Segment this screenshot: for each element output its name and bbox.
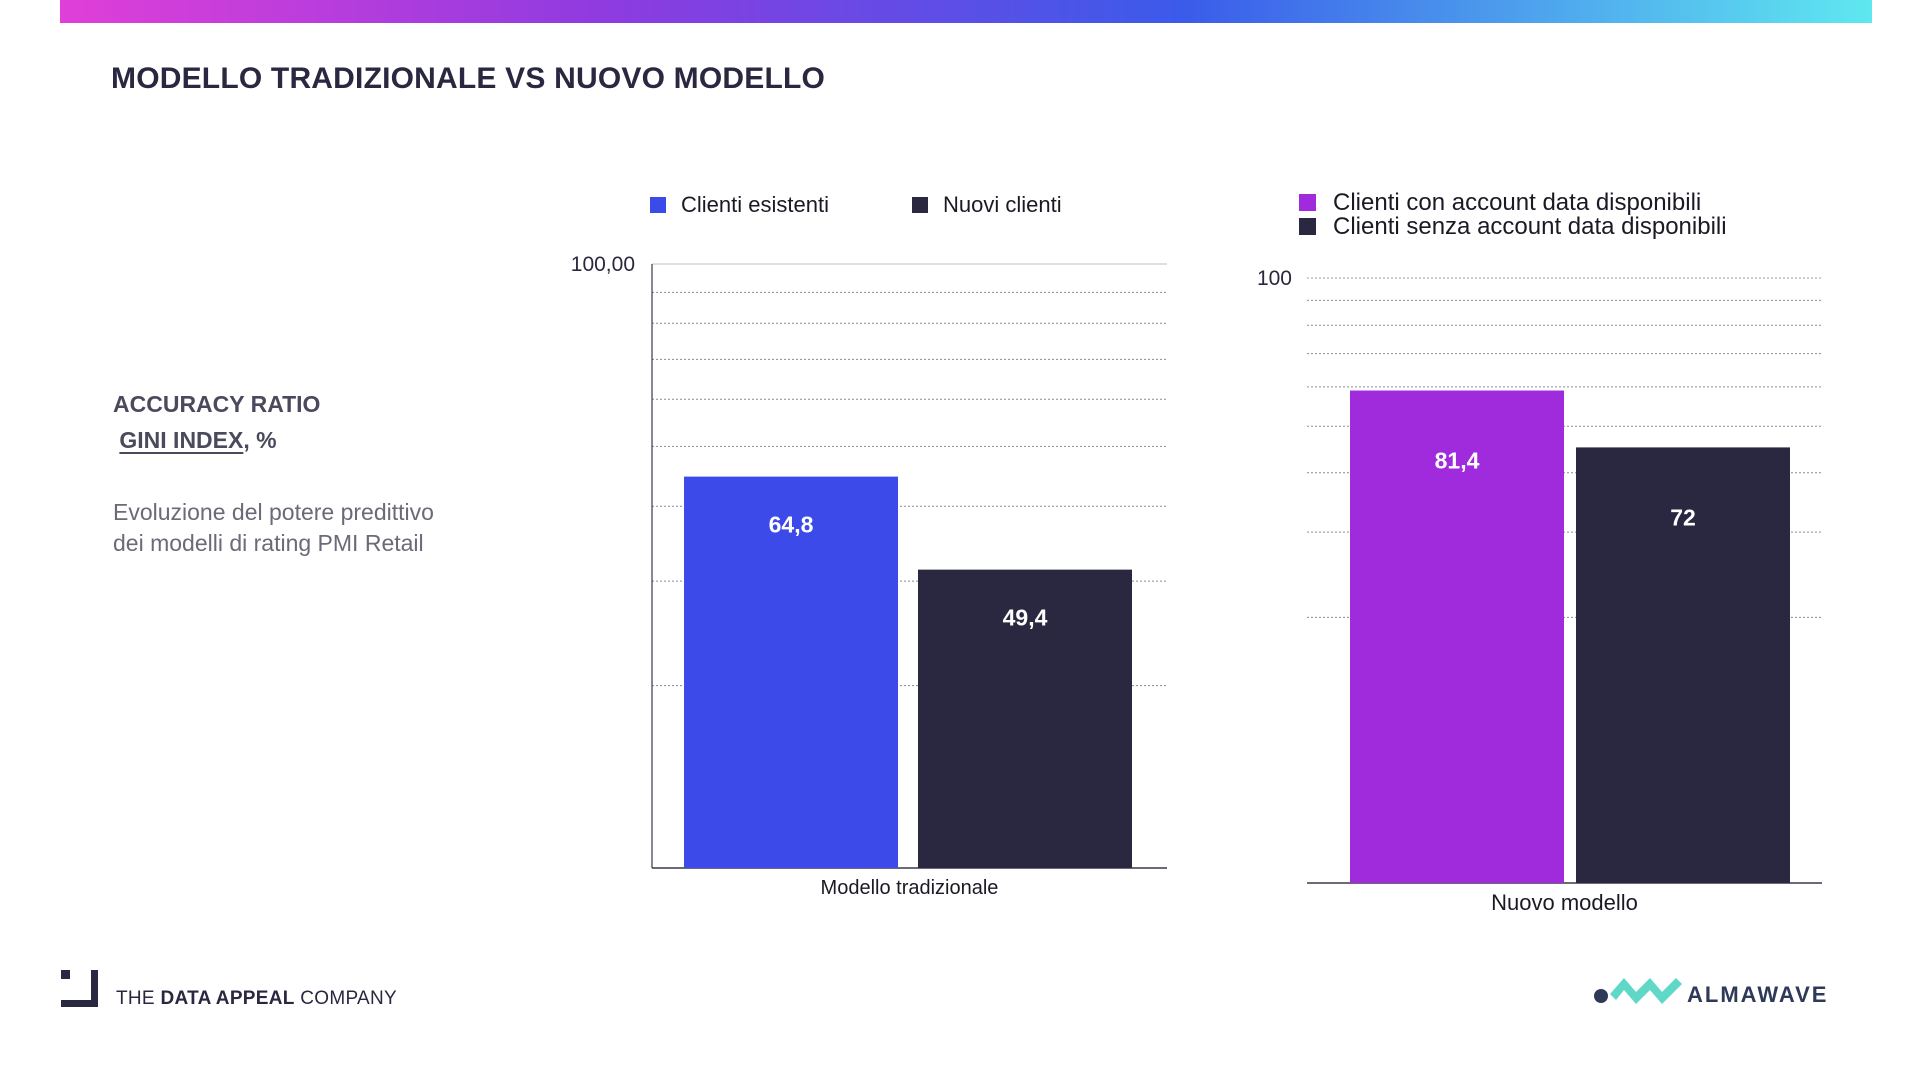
- data-appeal-logo-icon: [61, 970, 98, 1007]
- bar-value-label: 72: [1670, 504, 1696, 530]
- brand-left-post: COMPANY: [294, 988, 398, 1009]
- legend-swatch: [912, 197, 928, 213]
- legend-swatch: [650, 197, 666, 213]
- gini-index-label: GINI INDEX: [119, 427, 244, 453]
- bar-traditional-1: [684, 476, 898, 868]
- metric-title: ACCURACY RATIO: [113, 391, 321, 417]
- bar-value-label: 49,4: [1003, 605, 1048, 631]
- top-gradient-bar: [60, 0, 1872, 23]
- legend-label: Clienti senza account data disponibili: [1333, 213, 1727, 240]
- category-label: Nuovo modello: [1491, 890, 1638, 915]
- y-axis-top-label: 100: [1257, 267, 1292, 290]
- bar-value-label: 81,4: [1435, 448, 1480, 474]
- legend-label: Clienti con account data disponibili: [1333, 189, 1701, 216]
- category-label: Modello tradizionale: [821, 877, 999, 899]
- legend-label: Clienti esistenti: [681, 192, 829, 217]
- almawave-brand: ALMAWAVE: [1687, 982, 1829, 1007]
- bar-new-2: [1576, 447, 1790, 883]
- page-title: MODELLO TRADIZIONALE VS NUOVO MODELLO: [111, 62, 826, 95]
- bar-new-1: [1350, 390, 1564, 883]
- metric-unit: , %: [243, 427, 277, 453]
- data-appeal-brand: THE DATA APPEAL COMPANY: [116, 988, 397, 1010]
- legend-swatch: [1299, 218, 1316, 235]
- metric-subtitle: GINI INDEX, %: [113, 427, 277, 454]
- almawave-logo-icon: [1594, 978, 1682, 1004]
- legend-label: Nuovi clienti: [943, 192, 1062, 217]
- legend-swatch: [1299, 194, 1316, 211]
- chart-description: Evoluzione del potere predittivo dei mod…: [113, 499, 434, 556]
- brand-left-bold: DATA APPEAL: [160, 988, 295, 1009]
- bar-traditional-2: [918, 569, 1132, 868]
- bar-value-label: 64,8: [769, 512, 814, 538]
- y-axis-top-label: 100,00: [571, 253, 635, 276]
- brand-left-pre: THE: [116, 988, 161, 1009]
